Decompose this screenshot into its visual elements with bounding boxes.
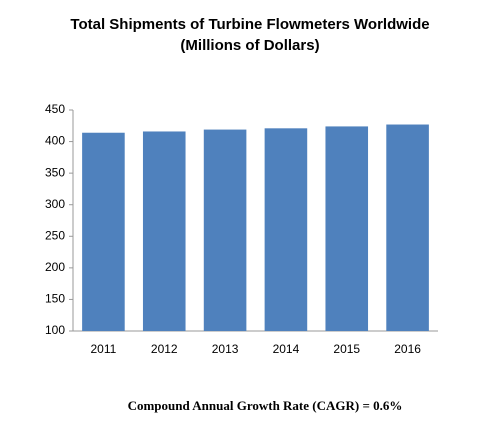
x-tick-label: 2013 [212,342,239,356]
y-tick-label: 250 [45,228,65,242]
chart-subtitle: (Millions of Dollars) [180,37,319,54]
bar [82,132,125,331]
x-tick-label: 2011 [91,342,117,356]
y-tick-label: 400 [45,134,65,148]
annotation: Compound Annual Growth Rate (CAGR) = 0.6… [128,398,403,413]
bar [325,126,369,331]
y-tick-label: 350 [45,165,65,179]
bar [142,131,186,331]
y-tick-label: 100 [45,323,65,337]
y-tick-label: 450 [45,102,65,116]
x-tick-label: 2012 [151,342,178,356]
bar [203,129,247,331]
x-tick-label: 2016 [394,342,421,356]
y-tick-label: 300 [45,197,65,211]
y-tick-label: 200 [45,260,65,274]
x-tick-label: 2014 [273,342,300,356]
bar [386,124,429,331]
bar [264,128,308,331]
y-tick-label: 150 [45,292,65,306]
chart-title: Total Shipments of Turbine Flowmeters Wo… [70,16,429,33]
x-tick-label: 2015 [333,342,360,356]
